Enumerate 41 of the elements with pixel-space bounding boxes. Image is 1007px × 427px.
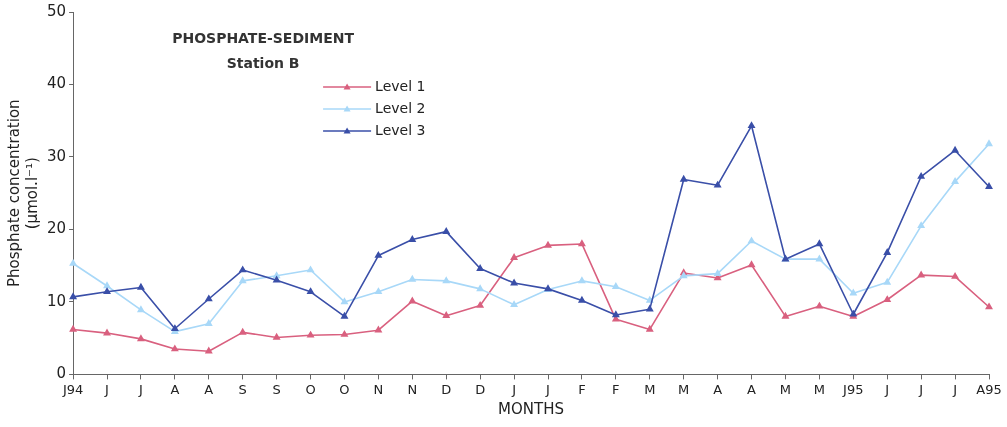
x-tick-label: O [305, 381, 316, 397]
x-tick-label: O [339, 381, 350, 397]
x-tick-label: M [678, 381, 690, 397]
x-tick-label: A95 [976, 381, 1002, 397]
x-tick-label: A [713, 381, 723, 397]
y-tick-label: 40 [46, 74, 67, 93]
y-tick-label: 50 [46, 1, 67, 20]
text: Station B [226, 54, 300, 71]
legend-label: Level 3 [375, 121, 426, 138]
x-tick-label: A [747, 381, 757, 397]
y-axis-title: Phosphate concentration (µmol.l⁻¹) [4, 99, 41, 287]
x-tick-label: S [238, 381, 247, 397]
x-tick-label: F [578, 381, 586, 397]
x-tick-label: J95 [842, 381, 864, 397]
x-tick-label: J [511, 381, 516, 397]
x-tick-label: A [204, 381, 214, 397]
y-tick-label: 0 [56, 364, 67, 383]
y-tick-label: 10 [46, 291, 67, 310]
legend-label: Level 1 [375, 77, 426, 94]
x-tick-label: J [545, 381, 550, 397]
text: PHOSPHATE-SEDIMENT [172, 29, 355, 46]
x-tick-label: D [441, 381, 452, 397]
x-tick-label: J [918, 381, 924, 397]
x-tick-label: J [884, 381, 890, 397]
x-tick-label: J [952, 381, 957, 397]
x-tick-label: A [170, 381, 180, 397]
x-tick-label: M [644, 381, 656, 397]
x-tick-label: M [813, 381, 825, 397]
x-tick-label: F [612, 381, 620, 397]
x-tick-label: J [104, 381, 109, 397]
x-tick-label: N [407, 381, 418, 397]
x-tick-label: J94 [61, 381, 84, 397]
x-tick-label: S [272, 381, 281, 397]
y-tick-label: 30 [46, 146, 67, 165]
y-tick-label: 20 [46, 219, 67, 238]
x-tick-label: D [475, 381, 486, 397]
x-tick-label: N [373, 381, 384, 397]
x-axis-title: MONTHS [498, 399, 565, 418]
legend-label: Level 2 [375, 99, 426, 116]
x-tick-label: M [779, 381, 792, 397]
x-tick-label: J [138, 381, 143, 397]
